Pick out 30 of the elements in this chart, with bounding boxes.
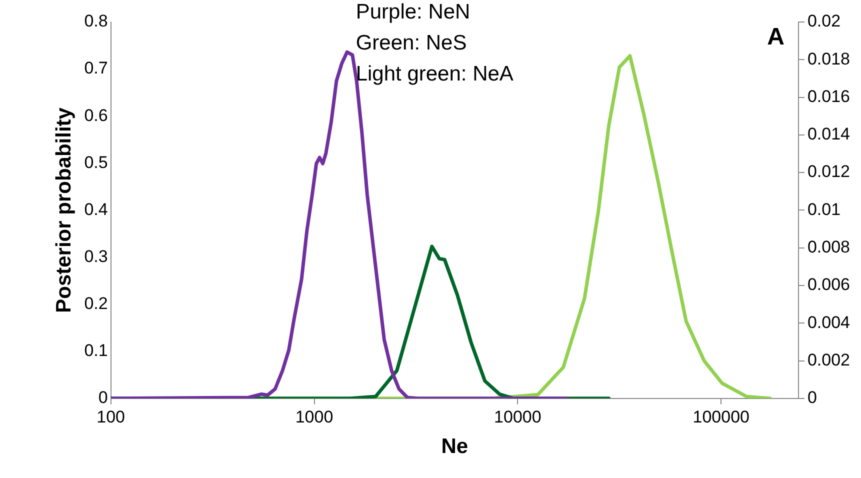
y-tick-label: 0.2 <box>84 294 108 313</box>
x-tick-label: 100000 <box>692 407 750 426</box>
y-tick-label: 0.6 <box>84 106 108 125</box>
y-tick-label: 0.3 <box>84 246 108 266</box>
y-tick-label: 0.5 <box>84 152 108 172</box>
y2-tick-label: 0.01 <box>807 200 841 219</box>
y-tick-label: 0 <box>98 388 108 408</box>
x-tick-label: 10000 <box>494 407 542 426</box>
annotation: Green: NeS <box>356 31 467 54</box>
annotation: Purple: NeN <box>356 0 470 24</box>
y2-tick-label: 0.02 <box>807 12 841 31</box>
y-axis-title: Posterior probability <box>52 107 76 313</box>
y2-tick-label: 0.016 <box>807 86 850 106</box>
x-tick-label: 100 <box>96 407 126 426</box>
y2-tick-label: 0.004 <box>807 312 850 332</box>
y-tick-label: 0.7 <box>84 58 108 78</box>
y2-tick-label: 0.008 <box>807 238 850 257</box>
annotation: A <box>767 24 784 51</box>
y2-tick-label: 0.006 <box>807 275 850 294</box>
y2-tick-label: 0.002 <box>807 350 850 370</box>
x-tick-label: 1000 <box>295 407 334 426</box>
x-axis-title: Ne <box>441 435 468 458</box>
y-tick-label: 0.1 <box>84 341 108 360</box>
y2-tick-label: 0.014 <box>807 124 850 144</box>
y-tick-label: 0.4 <box>84 200 108 219</box>
annotation: Light green: NeA <box>356 62 514 86</box>
y2-tick-label: 0.018 <box>807 49 850 68</box>
y2-tick-label: 0.012 <box>807 162 850 182</box>
y-tick-label: 0.8 <box>84 12 108 31</box>
y2-tick-label: 0 <box>807 388 817 408</box>
